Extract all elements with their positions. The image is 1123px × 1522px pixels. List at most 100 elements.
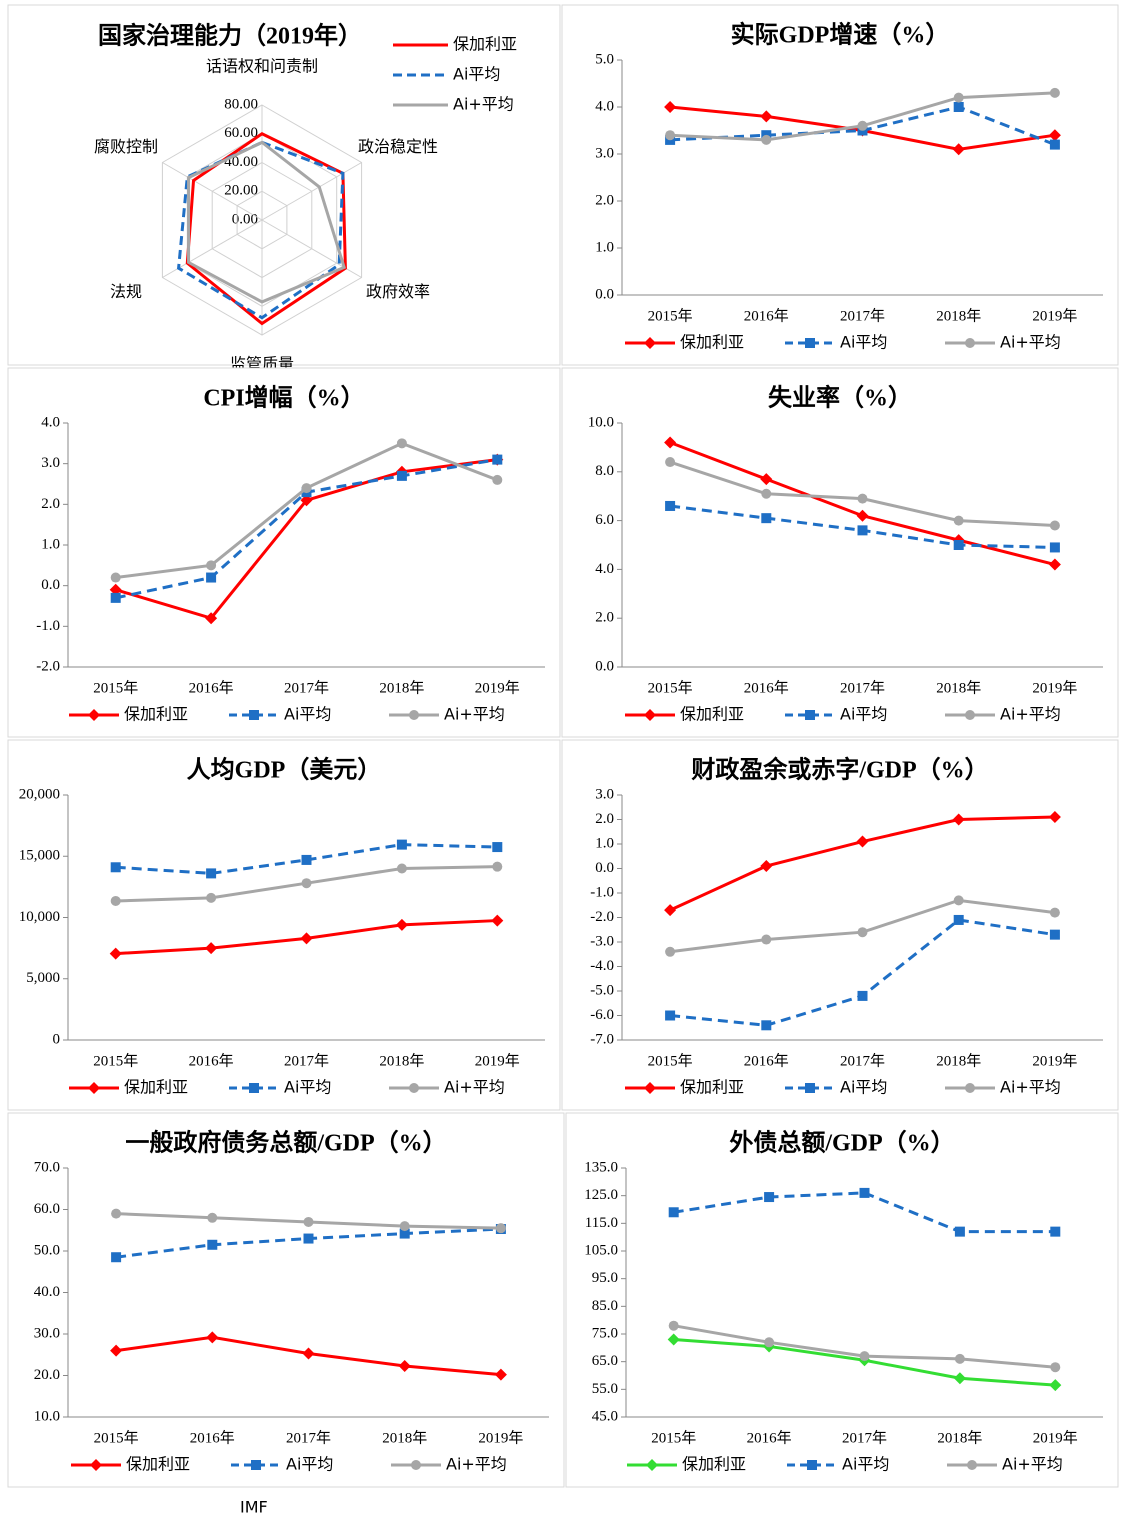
marker [396, 438, 407, 449]
marker [965, 710, 975, 720]
x-tick-label: 2019年 [478, 1429, 523, 1446]
legend-label: Ai平均 [840, 705, 887, 724]
y-tick-label: 30.0 [34, 1325, 60, 1341]
legend-label: 保加利亚 [126, 1455, 190, 1474]
marker [396, 470, 407, 481]
y-tick-label: 6.0 [595, 512, 614, 528]
marker [665, 457, 676, 468]
x-tick-label: 2017年 [840, 679, 885, 696]
chart-title: 外债总额/GDP（%） [729, 1129, 954, 1157]
legend-label: 保加利亚 [124, 705, 188, 724]
marker [301, 483, 312, 494]
marker [206, 572, 217, 583]
marker [965, 338, 975, 348]
x-tick-label: 2016年 [747, 1429, 792, 1446]
x-tick-label: 2018年 [936, 679, 981, 696]
marker [764, 1192, 775, 1203]
marker [761, 1020, 772, 1031]
tick-label: 20.00 [224, 183, 258, 199]
marker [399, 1221, 410, 1232]
axis-category: 腐败控制 [94, 137, 158, 156]
marker [492, 861, 503, 872]
y-tick-label: 85.0 [592, 1298, 618, 1314]
x-tick-label: 2018年 [936, 1052, 981, 1069]
x-tick-label: 2015年 [648, 679, 693, 696]
y-tick-label: 3.0 [595, 786, 614, 802]
x-tick-label: 2018年 [937, 1429, 982, 1446]
marker [953, 102, 964, 112]
chart-title: 一般政府债务总额/GDP（%） [125, 1129, 446, 1157]
x-tick-label: 2017年 [286, 1429, 331, 1446]
marker [396, 863, 407, 874]
panel [561, 4, 1119, 366]
y-tick-label: 8.0 [595, 463, 614, 479]
tick-label: 0.00 [232, 211, 258, 227]
y-tick-label: 10.0 [34, 1408, 60, 1424]
y-tick-label: 2.0 [595, 192, 614, 208]
marker [399, 1228, 410, 1239]
x-tick-label: 2016年 [189, 679, 234, 696]
y-tick-label: -2.0 [36, 658, 60, 674]
legend-label: 保加利亚 [682, 1455, 746, 1474]
chart-title: 人均GDP（美元） [187, 756, 382, 784]
legend-label: Ai平均 [840, 1078, 887, 1097]
chart-title: 失业率（%） [768, 384, 912, 412]
marker [665, 130, 676, 141]
marker [664, 101, 677, 113]
x-tick-label: 2018年 [379, 679, 424, 696]
legend-label: Ai+平均 [453, 95, 514, 114]
y-tick-label: 70.0 [34, 1159, 60, 1175]
marker [1050, 1362, 1061, 1373]
y-tick-label: -4.0 [590, 958, 614, 974]
marker [857, 493, 868, 504]
legend-label: 保加利亚 [680, 1078, 744, 1097]
marker [300, 932, 313, 945]
axis-category: 政治稳定性 [358, 137, 438, 156]
marker [207, 1212, 218, 1223]
y-tick-label: 5,000 [26, 970, 60, 986]
legend-label: Ai+平均 [446, 1455, 507, 1474]
y-tick-label: 0.0 [595, 860, 614, 876]
marker [954, 1226, 965, 1237]
y-tick-label: 10,000 [19, 909, 60, 925]
marker [857, 990, 868, 1001]
y-tick-label: 2.0 [595, 811, 614, 827]
marker [1050, 1226, 1061, 1237]
marker [1049, 87, 1060, 98]
y-tick-label: 0 [53, 1031, 61, 1047]
marker [856, 835, 869, 848]
marker [857, 525, 868, 536]
marker [88, 709, 100, 721]
y-tick-label: 65.0 [592, 1353, 618, 1369]
y-tick-label: 10.0 [588, 414, 614, 430]
marker [953, 1372, 966, 1385]
marker [859, 1351, 870, 1362]
marker [206, 560, 217, 571]
y-tick-label: 125.0 [584, 1187, 618, 1203]
y-tick-label: 1.0 [41, 536, 60, 552]
y-tick-label: -7.0 [590, 1031, 614, 1047]
marker [665, 1010, 676, 1021]
marker [805, 1083, 815, 1093]
x-tick-label: 2016年 [744, 1052, 789, 1069]
legend-label: Ai+平均 [1000, 1078, 1061, 1097]
marker [110, 895, 121, 906]
y-tick-label: 15,000 [19, 848, 60, 864]
marker [646, 1459, 658, 1471]
marker [409, 710, 419, 720]
marker [644, 709, 656, 721]
x-tick-label: 2015年 [93, 1052, 138, 1069]
marker [805, 710, 815, 720]
marker [492, 474, 503, 485]
marker [761, 134, 772, 145]
marker [206, 868, 217, 879]
legend-label: Ai+平均 [1000, 705, 1061, 724]
panel [565, 1112, 1119, 1488]
y-tick-label: 0.0 [595, 658, 614, 674]
marker [952, 813, 965, 826]
spoke [261, 162, 362, 221]
y-tick-label: 60.0 [34, 1201, 60, 1217]
radar-line [187, 140, 346, 304]
